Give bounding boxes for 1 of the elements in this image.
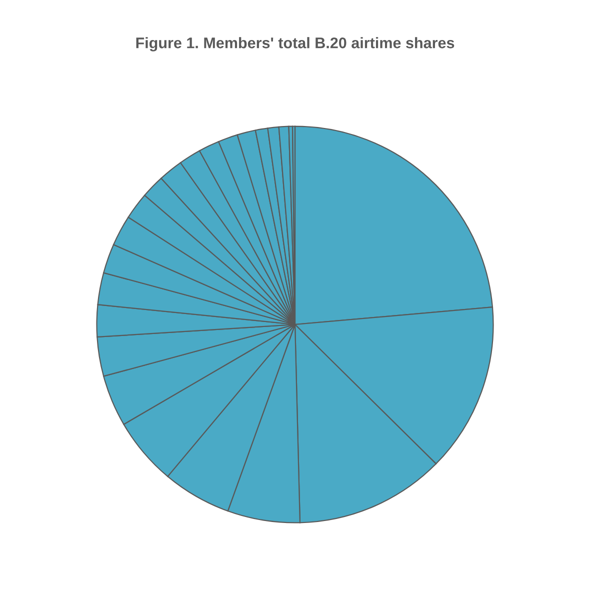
- chart-title: Figure 1. Members' total B.20 airtime shares: [136, 37, 454, 52]
